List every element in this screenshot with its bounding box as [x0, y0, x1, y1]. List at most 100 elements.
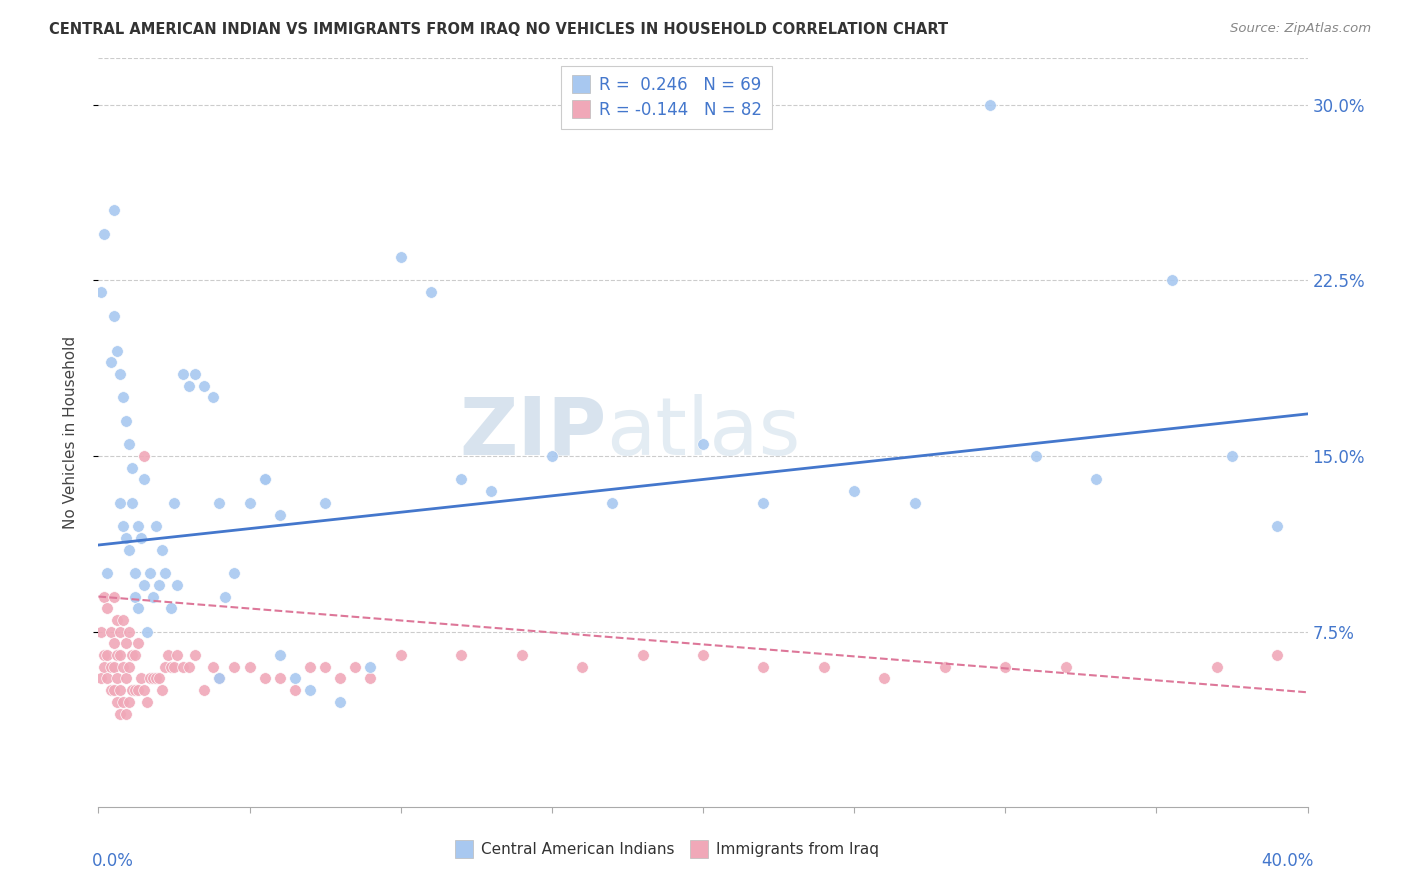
Point — [100, 683, 122, 698]
Point — [481, 484, 503, 499]
Point — [121, 683, 143, 698]
Point — [692, 648, 714, 662]
Point — [239, 496, 262, 510]
Text: 0.0%: 0.0% — [93, 852, 134, 871]
Point — [1024, 449, 1046, 463]
Point — [269, 508, 291, 522]
Point — [105, 613, 128, 627]
Point — [111, 391, 134, 405]
Point — [121, 460, 143, 475]
Point — [108, 367, 131, 381]
Point — [127, 601, 149, 615]
Point — [124, 590, 146, 604]
Point — [1160, 273, 1182, 287]
Point — [129, 531, 152, 545]
Point — [314, 496, 336, 510]
Point — [166, 648, 188, 662]
Point — [127, 683, 149, 698]
Point — [813, 660, 835, 674]
Point — [752, 660, 775, 674]
Point — [979, 97, 1001, 112]
Point — [127, 636, 149, 650]
Point — [314, 660, 336, 674]
Point — [344, 660, 367, 674]
Point — [269, 672, 291, 686]
Point — [692, 437, 714, 451]
Point — [118, 660, 141, 674]
Point — [202, 660, 225, 674]
Point — [132, 578, 155, 592]
Point — [118, 624, 141, 639]
Point — [1267, 519, 1289, 533]
Point — [389, 250, 412, 264]
Point — [299, 660, 322, 674]
Point — [214, 590, 236, 604]
Point — [118, 542, 141, 557]
Point — [121, 648, 143, 662]
Point — [127, 519, 149, 533]
Point — [1085, 472, 1108, 486]
Point — [253, 672, 276, 686]
Point — [105, 648, 128, 662]
Point — [208, 672, 231, 686]
Point — [150, 683, 173, 698]
Point — [132, 449, 155, 463]
Point — [934, 660, 956, 674]
Point — [100, 660, 122, 674]
Point — [103, 660, 125, 674]
Point — [100, 624, 122, 639]
Point — [1206, 660, 1229, 674]
Point — [139, 566, 162, 580]
Point — [105, 343, 128, 358]
Point — [844, 484, 866, 499]
Point — [904, 496, 927, 510]
Point — [111, 695, 134, 709]
Point — [108, 706, 131, 721]
Point — [1267, 648, 1289, 662]
Text: CENTRAL AMERICAN INDIAN VS IMMIGRANTS FROM IRAQ NO VEHICLES IN HOUSEHOLD CORRELA: CENTRAL AMERICAN INDIAN VS IMMIGRANTS FR… — [49, 22, 948, 37]
Point — [111, 660, 134, 674]
Point — [93, 590, 115, 604]
Point — [360, 660, 382, 674]
Point — [299, 683, 322, 698]
Point — [135, 695, 157, 709]
Point — [150, 542, 173, 557]
Point — [108, 648, 131, 662]
Point — [253, 472, 276, 486]
Text: atlas: atlas — [606, 393, 800, 472]
Point — [139, 672, 162, 686]
Point — [103, 636, 125, 650]
Point — [450, 648, 472, 662]
Y-axis label: No Vehicles in Household: No Vehicles in Household — [63, 336, 77, 529]
Point — [166, 578, 188, 592]
Point — [93, 648, 115, 662]
Point — [253, 472, 276, 486]
Point — [103, 683, 125, 698]
Point — [124, 566, 146, 580]
Point — [172, 367, 194, 381]
Point — [148, 672, 170, 686]
Point — [108, 624, 131, 639]
Point — [202, 391, 225, 405]
Point — [224, 660, 246, 674]
Point — [108, 496, 131, 510]
Point — [184, 648, 207, 662]
Point — [105, 695, 128, 709]
Point — [284, 683, 307, 698]
Point — [108, 683, 131, 698]
Point — [96, 672, 118, 686]
Point — [193, 378, 215, 392]
Point — [114, 672, 136, 686]
Point — [142, 672, 165, 686]
Point — [121, 496, 143, 510]
Point — [114, 531, 136, 545]
Point — [208, 496, 231, 510]
Point — [284, 672, 307, 686]
Text: 40.0%: 40.0% — [1261, 852, 1313, 871]
Point — [172, 660, 194, 674]
Point — [124, 648, 146, 662]
Point — [103, 309, 125, 323]
Point — [160, 601, 183, 615]
Point — [129, 672, 152, 686]
Point — [96, 648, 118, 662]
